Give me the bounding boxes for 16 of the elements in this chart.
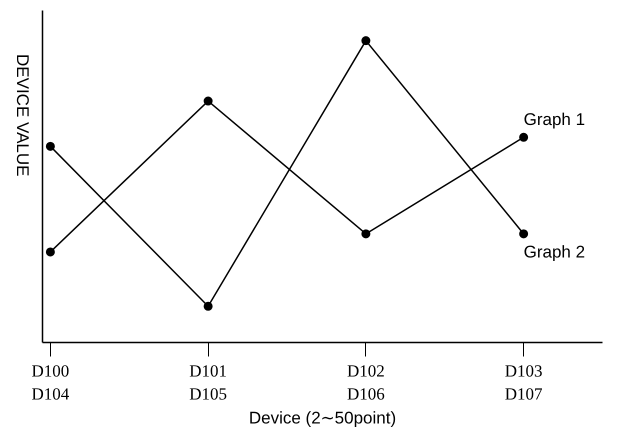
series-label: Graph 2 bbox=[524, 242, 586, 262]
point bbox=[46, 142, 55, 151]
series-label: Graph 1 bbox=[524, 110, 586, 129]
point bbox=[361, 36, 370, 46]
x-axis-title: Device (2∼50point) bbox=[248, 408, 396, 428]
x-tick-label: D101 D105 bbox=[189, 362, 228, 404]
y-axis-title: DEVICE VALUE bbox=[13, 54, 32, 177]
x-tick-label: D103 D107 bbox=[504, 362, 544, 404]
point bbox=[519, 229, 528, 238]
x-tick-label: D102 D106 bbox=[346, 362, 385, 404]
point bbox=[204, 302, 213, 311]
point bbox=[204, 96, 213, 106]
point bbox=[519, 132, 528, 142]
x-tick-label: D100 D104 bbox=[32, 362, 70, 404]
point bbox=[361, 229, 370, 238]
point bbox=[46, 247, 55, 256]
